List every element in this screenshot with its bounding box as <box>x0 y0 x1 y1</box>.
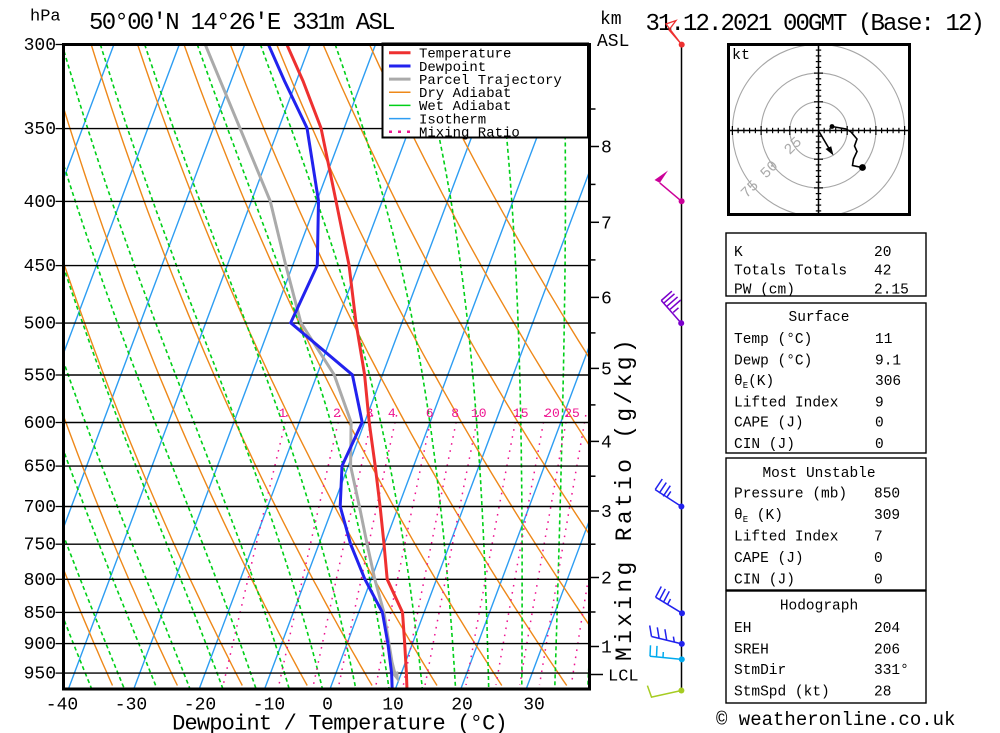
svg-text:θE(K): θE(K) <box>734 374 774 391</box>
svg-text:30: 30 <box>523 696 545 716</box>
svg-text:© weatheronline.co.uk: © weatheronline.co.uk <box>716 709 955 731</box>
svg-text:5: 5 <box>601 360 612 380</box>
svg-text:0: 0 <box>875 437 884 453</box>
svg-text:0: 0 <box>874 551 883 567</box>
svg-text:750: 750 <box>24 536 56 556</box>
svg-text:EH: EH <box>734 621 751 637</box>
svg-text:Mixing Ratio: Mixing Ratio <box>419 126 520 142</box>
svg-text:900: 900 <box>24 635 56 655</box>
svg-text:K: K <box>734 245 743 261</box>
svg-text:Dry Adiabat: Dry Adiabat <box>419 86 511 102</box>
svg-text:800: 800 <box>24 571 56 591</box>
svg-text:θE (K): θE (K) <box>734 508 783 525</box>
svg-text:950: 950 <box>24 665 56 685</box>
svg-text:20: 20 <box>874 245 891 261</box>
svg-text:Dewpoint / Temperature (°C): Dewpoint / Temperature (°C) <box>172 712 507 733</box>
svg-text:CIN (J): CIN (J) <box>734 573 795 589</box>
svg-text:LCL: LCL <box>608 668 639 687</box>
svg-text:hPa: hPa <box>30 8 61 27</box>
svg-text:20: 20 <box>544 406 560 421</box>
svg-text:0: 0 <box>322 696 333 716</box>
svg-text:25: 25 <box>564 406 580 421</box>
svg-text:42: 42 <box>874 264 891 280</box>
svg-text:-30: -30 <box>115 696 147 716</box>
svg-text:StmDir: StmDir <box>734 663 786 679</box>
svg-text:2.15: 2.15 <box>874 282 909 298</box>
svg-text:km: km <box>600 10 622 30</box>
svg-text:11: 11 <box>875 332 892 348</box>
svg-text:204: 204 <box>874 621 900 637</box>
svg-text:7: 7 <box>601 214 612 234</box>
svg-text:SREH: SREH <box>734 643 769 659</box>
svg-text:-20: -20 <box>184 696 216 716</box>
svg-text:6: 6 <box>601 289 612 309</box>
svg-text:8: 8 <box>601 139 612 159</box>
svg-text:Surface: Surface <box>789 310 850 326</box>
svg-text:CIN (J): CIN (J) <box>734 437 795 453</box>
svg-text:331°: 331° <box>874 663 909 679</box>
svg-text:Lifted Index: Lifted Index <box>734 530 839 546</box>
svg-text:4: 4 <box>601 433 612 453</box>
svg-text:Mixing Ratio (g/kg): Mixing Ratio (g/kg) <box>612 336 638 661</box>
svg-text:400: 400 <box>24 193 56 213</box>
svg-text:Isotherm: Isotherm <box>419 112 486 128</box>
svg-text:2: 2 <box>601 570 612 590</box>
svg-text:300: 300 <box>24 36 56 56</box>
svg-text:15: 15 <box>513 406 529 421</box>
svg-text:StmSpd (kt): StmSpd (kt) <box>734 685 830 701</box>
svg-text:7: 7 <box>874 530 883 546</box>
svg-text:10: 10 <box>382 696 404 716</box>
svg-text:350: 350 <box>24 120 56 140</box>
svg-text:-10: -10 <box>253 696 285 716</box>
svg-text:309: 309 <box>874 508 900 524</box>
svg-text:-40: -40 <box>46 696 78 716</box>
svg-text:CAPE (J): CAPE (J) <box>734 551 804 567</box>
svg-text:Lifted Index: Lifted Index <box>734 395 839 411</box>
svg-text:0: 0 <box>875 416 884 432</box>
svg-text:Totals Totals: Totals Totals <box>734 264 847 280</box>
svg-text:ASL: ASL <box>597 32 629 52</box>
svg-text:2: 2 <box>333 406 341 421</box>
svg-text:4: 4 <box>388 406 396 421</box>
svg-text:500: 500 <box>24 315 56 335</box>
svg-text:Temperature: Temperature <box>419 47 511 63</box>
svg-text:700: 700 <box>24 498 56 518</box>
svg-text:28: 28 <box>874 685 891 701</box>
svg-text:31.12.2021 00GMT (Base: 12): 31.12.2021 00GMT (Base: 12) <box>646 11 984 38</box>
svg-text:1: 1 <box>279 406 287 421</box>
svg-text:50°00'N 14°26'E 331m ASL: 50°00'N 14°26'E 331m ASL <box>89 10 394 37</box>
svg-text:3: 3 <box>601 503 612 523</box>
svg-text:8: 8 <box>451 406 459 421</box>
svg-text:CAPE (J): CAPE (J) <box>734 416 804 432</box>
svg-text:20: 20 <box>451 696 473 716</box>
svg-text:Dewp (°C): Dewp (°C) <box>734 353 812 369</box>
svg-text:850: 850 <box>24 604 56 624</box>
svg-text:600: 600 <box>24 414 56 434</box>
svg-text:Pressure (mb): Pressure (mb) <box>734 486 847 502</box>
svg-text:550: 550 <box>24 367 56 387</box>
svg-text:Most Unstable: Most Unstable <box>762 466 875 482</box>
svg-text:Dewpoint: Dewpoint <box>419 60 486 76</box>
svg-text:650: 650 <box>24 458 56 478</box>
svg-text:Temp (°C): Temp (°C) <box>734 332 812 348</box>
svg-text:0: 0 <box>874 573 883 589</box>
svg-text:kt: kt <box>732 47 750 64</box>
svg-text:6: 6 <box>426 406 434 421</box>
svg-text:9: 9 <box>875 395 884 411</box>
svg-text:10: 10 <box>471 406 487 421</box>
svg-text:9.1: 9.1 <box>875 353 901 369</box>
svg-text:Wet Adiabat: Wet Adiabat <box>419 99 511 115</box>
svg-text:Parcel Trajectory: Parcel Trajectory <box>419 73 562 89</box>
svg-text:450: 450 <box>24 257 56 277</box>
svg-text:PW (cm): PW (cm) <box>734 282 795 298</box>
svg-text:1: 1 <box>601 639 612 659</box>
svg-text:850: 850 <box>874 486 900 502</box>
svg-text:306: 306 <box>875 374 901 390</box>
svg-text:206: 206 <box>874 643 900 659</box>
svg-text:Hodograph: Hodograph <box>780 599 858 615</box>
